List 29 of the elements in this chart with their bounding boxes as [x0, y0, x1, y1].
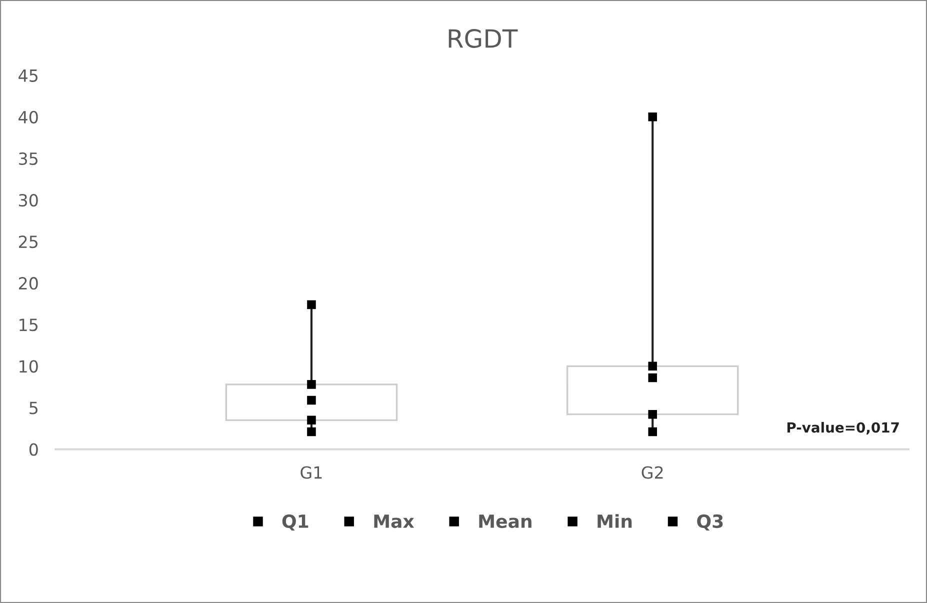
legend-label: Min	[598, 514, 632, 528]
y-tick-label: 20	[18, 277, 38, 290]
point	[648, 362, 657, 371]
y-tick-label: 5	[30, 402, 38, 414]
y-tick-label: 40	[18, 110, 38, 124]
y-tick-label: 25	[18, 235, 38, 248]
chart-title: RGDT	[448, 29, 518, 48]
x-tick-label: G2	[642, 466, 663, 479]
point	[648, 427, 657, 436]
y-tick-label: 45	[18, 70, 38, 82]
point	[307, 380, 316, 389]
y-tick-label: 30	[19, 194, 38, 207]
y-tick-label: 10	[20, 360, 38, 373]
point	[307, 427, 316, 436]
legend-label: Max	[374, 514, 414, 528]
point	[648, 112, 657, 122]
point	[307, 396, 316, 405]
legend-label: Mean	[479, 514, 532, 528]
legend-label: Q3	[697, 514, 723, 530]
point	[307, 300, 316, 310]
point	[648, 373, 657, 382]
legend-label: Q1	[282, 514, 308, 530]
point	[307, 416, 316, 425]
y-tick-label: 0	[29, 443, 38, 456]
point	[648, 410, 657, 419]
x-tick-label: G1	[300, 466, 322, 479]
y-tick-label: 15	[20, 318, 38, 332]
y-tick-label: 35	[19, 152, 38, 166]
annotation: P-value=0,017	[787, 422, 899, 434]
